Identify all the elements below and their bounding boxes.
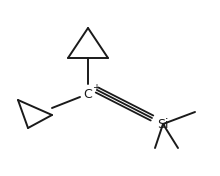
Text: Si: Si	[157, 118, 169, 130]
Text: +: +	[92, 83, 100, 93]
Text: C: C	[84, 89, 92, 102]
